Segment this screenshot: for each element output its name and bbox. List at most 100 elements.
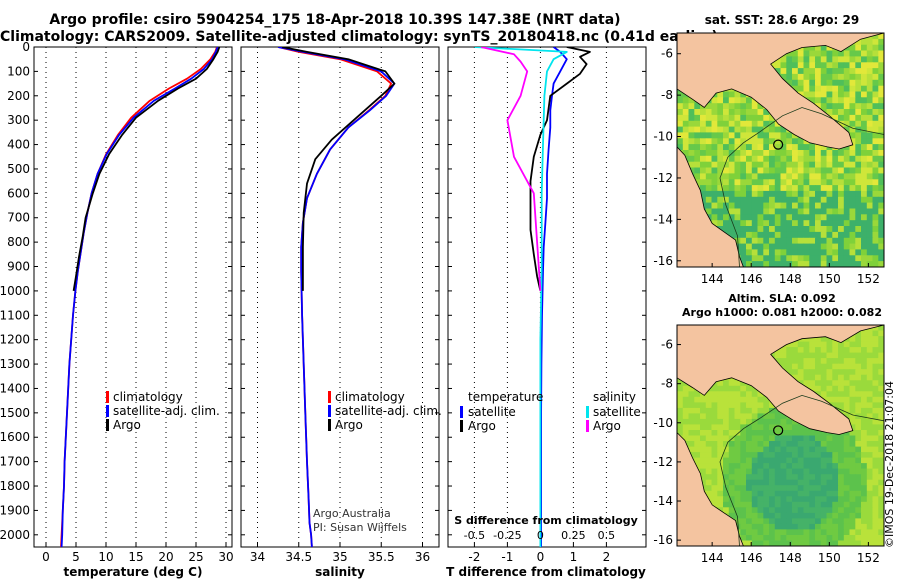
sla-cell — [786, 518, 793, 525]
sla-cell — [832, 463, 839, 470]
sla-cell — [861, 430, 868, 437]
sla-cell — [746, 418, 753, 425]
sst-cell — [826, 208, 833, 215]
legend-label-sal-satellite: satellite — [593, 405, 641, 419]
lat-tick-label: -6 — [661, 338, 673, 352]
sla-cell — [797, 352, 805, 359]
sst-cell — [861, 155, 868, 163]
sla-cell — [797, 452, 805, 459]
sst-cell — [832, 255, 839, 262]
sla-cell — [832, 385, 839, 392]
sst-cell — [866, 79, 874, 87]
sst-cell — [757, 261, 764, 267]
sst-cell — [815, 202, 822, 209]
sla-cell — [866, 374, 874, 381]
sla-cell — [855, 385, 862, 392]
sst-cell — [872, 132, 879, 139]
sst-cell — [792, 261, 799, 267]
legend-swatch-sal-argo — [586, 420, 589, 432]
sst-cell — [866, 220, 874, 227]
sst-cell — [815, 68, 822, 75]
sst-cell — [740, 155, 747, 163]
sst-cell — [820, 97, 828, 104]
sla-cell — [832, 529, 839, 536]
sst-cell — [694, 103, 701, 110]
sst-cell — [866, 255, 874, 262]
sst-cell — [786, 50, 793, 57]
sla-cell — [878, 485, 884, 492]
sst-cell — [878, 155, 884, 163]
sst-cell — [705, 185, 713, 192]
sla-cell — [832, 435, 839, 442]
temperature-panel: 0100200300400500600700800900100011001200… — [0, 40, 234, 579]
sla-cell — [866, 529, 874, 536]
sst-cell — [740, 261, 747, 267]
sla-cell — [838, 501, 845, 508]
lat-tick-label: -12 — [653, 455, 673, 469]
sla-cell — [861, 507, 868, 514]
sst-cell — [843, 185, 851, 192]
sla-cell — [740, 540, 747, 546]
x-tick-label: 36 — [415, 550, 430, 564]
sst-cell — [866, 120, 874, 128]
sla-cell — [815, 441, 822, 448]
sst-cell — [769, 150, 776, 157]
sst-cell — [763, 255, 770, 262]
sst-cell — [688, 120, 695, 128]
sst-cell — [820, 226, 828, 233]
depth-tick-label: 100 — [7, 64, 30, 78]
sla-cell — [843, 441, 851, 448]
sst-cell — [728, 214, 736, 221]
lat-tick-label: -6 — [661, 47, 673, 61]
sst-cell — [763, 190, 770, 198]
sla-cell — [866, 446, 874, 453]
sla-cell — [700, 413, 707, 420]
sst-cell — [694, 161, 701, 169]
sla-cell — [688, 402, 695, 409]
sst-cell — [717, 97, 724, 104]
sst-cell — [740, 167, 747, 174]
sst-cell — [757, 161, 764, 169]
sst-cell — [751, 150, 759, 157]
sst-cell — [855, 120, 862, 128]
sst-cell — [843, 85, 851, 93]
sla-cell — [797, 441, 805, 448]
sla-cell — [861, 529, 868, 536]
sst-cell — [700, 120, 707, 128]
sla-cell — [878, 369, 884, 376]
sst-cell — [786, 56, 793, 63]
sla-cell — [861, 391, 868, 398]
difference-x-label: T difference from climatology — [446, 565, 646, 579]
sst-cell — [700, 114, 707, 122]
sla-cell — [843, 430, 851, 437]
sla-cell — [797, 446, 805, 453]
sst-cell — [792, 214, 799, 221]
sla-cell — [878, 407, 884, 414]
sst-cell — [751, 173, 759, 180]
sla-cell — [866, 330, 874, 337]
sst-cell — [872, 68, 879, 75]
sst-cell — [843, 214, 851, 221]
sla-cell — [866, 369, 874, 376]
x-tick-label: 1 — [570, 550, 578, 564]
sst-cell — [820, 79, 828, 87]
sst-cell — [780, 179, 787, 186]
sla-cell — [780, 457, 787, 464]
sla-cell — [763, 485, 770, 492]
sla-cell — [769, 418, 776, 425]
sla-cell — [677, 418, 684, 425]
lon-tick-label: 152 — [857, 272, 880, 286]
sla-cell — [780, 490, 787, 497]
sla-cell — [734, 380, 741, 387]
sla-cell — [855, 529, 862, 536]
sla-cell — [820, 435, 828, 442]
sla-cell — [815, 518, 822, 525]
sst-cell — [746, 167, 753, 174]
sla-cell — [769, 540, 776, 546]
sla-cell — [751, 435, 759, 442]
sst-cell — [786, 185, 793, 192]
sst-cell — [843, 109, 851, 116]
sla-cell — [803, 358, 810, 365]
sst-cell — [861, 190, 868, 198]
sla-cell — [832, 446, 839, 453]
